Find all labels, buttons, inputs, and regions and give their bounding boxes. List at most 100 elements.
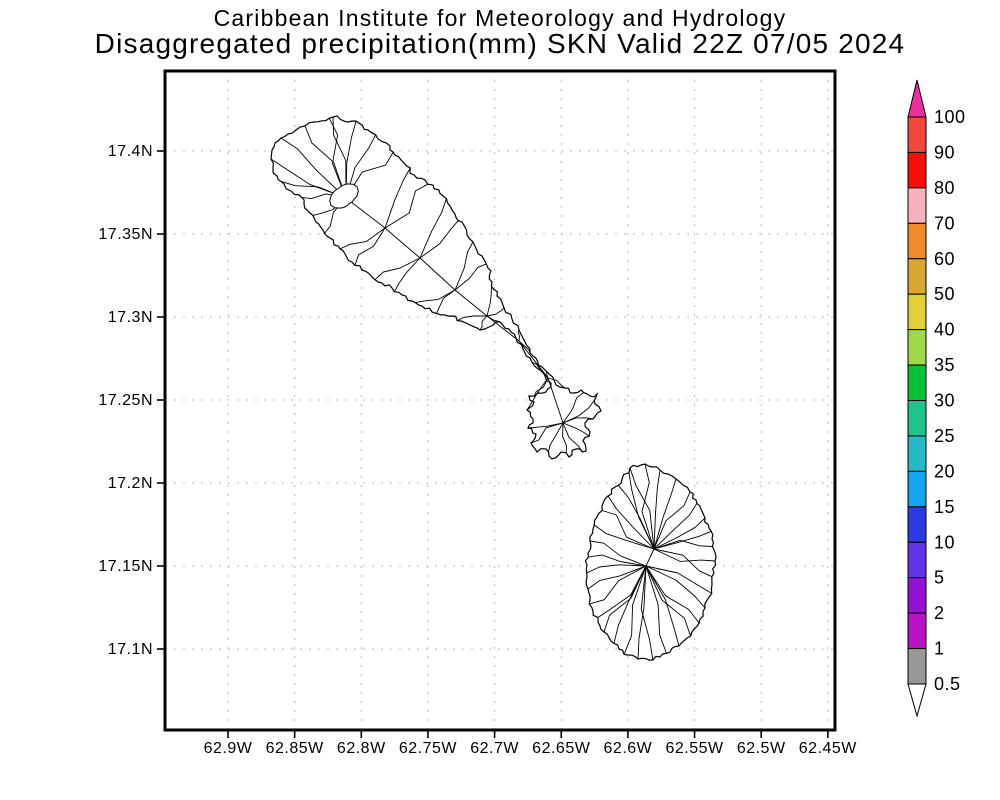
colorbar: 100 90 80 70 60 50 40 35 30 25 20 15 10 5 2 1 0.5 (907, 79, 966, 718)
lon-tick-label: 62.55W (665, 740, 724, 757)
colorbar-segment (907, 577, 927, 614)
lon-tick-label: 62.6W (604, 740, 653, 757)
colorbar-segment (907, 222, 927, 260)
lat-tick-label: 17.35N (98, 226, 153, 243)
stream-line (415, 289, 456, 304)
colorbar-segment (907, 258, 927, 295)
colorbar-tick-label: 70 (934, 213, 955, 233)
colorbar-segment (907, 470, 927, 508)
stream-line (640, 565, 654, 661)
stream-line (486, 286, 492, 317)
colorbar-tick-label: 60 (934, 249, 955, 269)
stream-line (645, 565, 667, 654)
colorbar-tick-label: 30 (934, 391, 955, 411)
colorbar-tick-label: 100 (934, 107, 966, 127)
stream-line (653, 530, 712, 550)
stream-line (517, 329, 520, 342)
colorbar-tick-label: 40 (934, 320, 955, 340)
stream-line (548, 422, 564, 453)
lat-tick-label: 17.2N (108, 475, 153, 492)
stream-line (623, 565, 647, 655)
crater-ring (329, 183, 359, 209)
gridlines (165, 71, 835, 730)
stream-line (597, 565, 647, 618)
stream-line (653, 548, 716, 562)
colorbar-tick-label: 80 (934, 178, 955, 198)
institute-title: Caribbean Institute for Meteorology and … (213, 5, 787, 31)
colorbar-tick-label: 10 (934, 532, 955, 552)
stream-line (530, 422, 564, 444)
colorbar-tick-label: 2 (934, 603, 945, 623)
stream-line (653, 517, 706, 550)
colorbar-segment (907, 435, 927, 472)
lat-tick-label: 17.15N (98, 558, 153, 575)
stream-line (628, 472, 655, 550)
lon-tick-label: 62.45W (799, 740, 858, 757)
stream-line (588, 554, 647, 567)
colorbar-segment (907, 151, 927, 189)
stream-line (653, 548, 712, 578)
stream-line (589, 540, 647, 567)
stream-line (653, 539, 713, 550)
colorbar-tick-label: 15 (934, 497, 955, 517)
stream-line (645, 565, 712, 594)
stream-line (345, 120, 357, 199)
colorbar-segment (907, 506, 927, 543)
stream-line (645, 565, 680, 647)
stream-line (629, 467, 655, 550)
stream-line (653, 469, 661, 550)
st-kitts-ridge-line (345, 197, 564, 424)
stream-line (641, 463, 655, 550)
colorbar-tick-label: 20 (934, 461, 955, 481)
stream-line (384, 183, 429, 229)
stream-line (531, 361, 549, 379)
lon-tick-label: 62.9W (204, 740, 253, 757)
stream-line (637, 565, 647, 660)
lat-tick-label: 17.25N (98, 392, 153, 409)
colorbar-tick-label: 35 (934, 355, 955, 375)
stream-line (562, 422, 590, 437)
colorbar-tick-label: 1 (934, 639, 945, 659)
colorbar-segment (907, 648, 927, 685)
stream-line (562, 422, 583, 453)
stream-line (645, 565, 700, 624)
stream-line (436, 289, 456, 314)
lat-tick-label: 17.3N (108, 309, 153, 326)
stream-line (479, 315, 488, 331)
stream-line (328, 118, 347, 199)
stream-line (419, 220, 459, 259)
figure-title: Disaggregated precipitation(mm) SKN Vali… (94, 28, 906, 59)
stream-line (456, 315, 487, 322)
stream-line (653, 503, 698, 550)
stream-line (653, 491, 691, 550)
lat-tick-label: 17.1N (108, 641, 153, 658)
stream-line (384, 167, 411, 229)
lon-tick-label: 62.5W (737, 740, 786, 757)
stream-line (594, 524, 655, 550)
stream-line (374, 257, 421, 281)
stream-line (653, 478, 677, 550)
stream-line (486, 307, 505, 317)
stream-line (603, 565, 647, 633)
stream-line (454, 241, 474, 291)
colorbar-segment (907, 541, 927, 579)
nevis-ridge-line (645, 548, 655, 567)
lon-tick-label: 62.8W (337, 740, 386, 757)
stream-line (527, 422, 564, 429)
colorbar-segment (907, 400, 927, 437)
nevis-island (584, 463, 717, 661)
stream-line (562, 417, 594, 424)
colorbar-tick-label: 50 (934, 284, 955, 304)
st-kitts-island (270, 115, 602, 460)
stream-line (518, 340, 531, 354)
stream-line (533, 377, 549, 397)
stream-line (486, 315, 504, 326)
stream-line (547, 377, 566, 389)
st-kitts-coastline (270, 115, 602, 460)
lon-tick-label: 62.75W (399, 740, 458, 757)
axes: 62.9W 62.85W 62.8W 62.75W 62.7W 62.65W 62.6W 62… (98, 69, 858, 757)
stream-line (419, 198, 447, 259)
stream-line (354, 227, 386, 266)
lon-tick-label: 62.85W (266, 740, 325, 757)
colorbar-segment (907, 612, 927, 650)
